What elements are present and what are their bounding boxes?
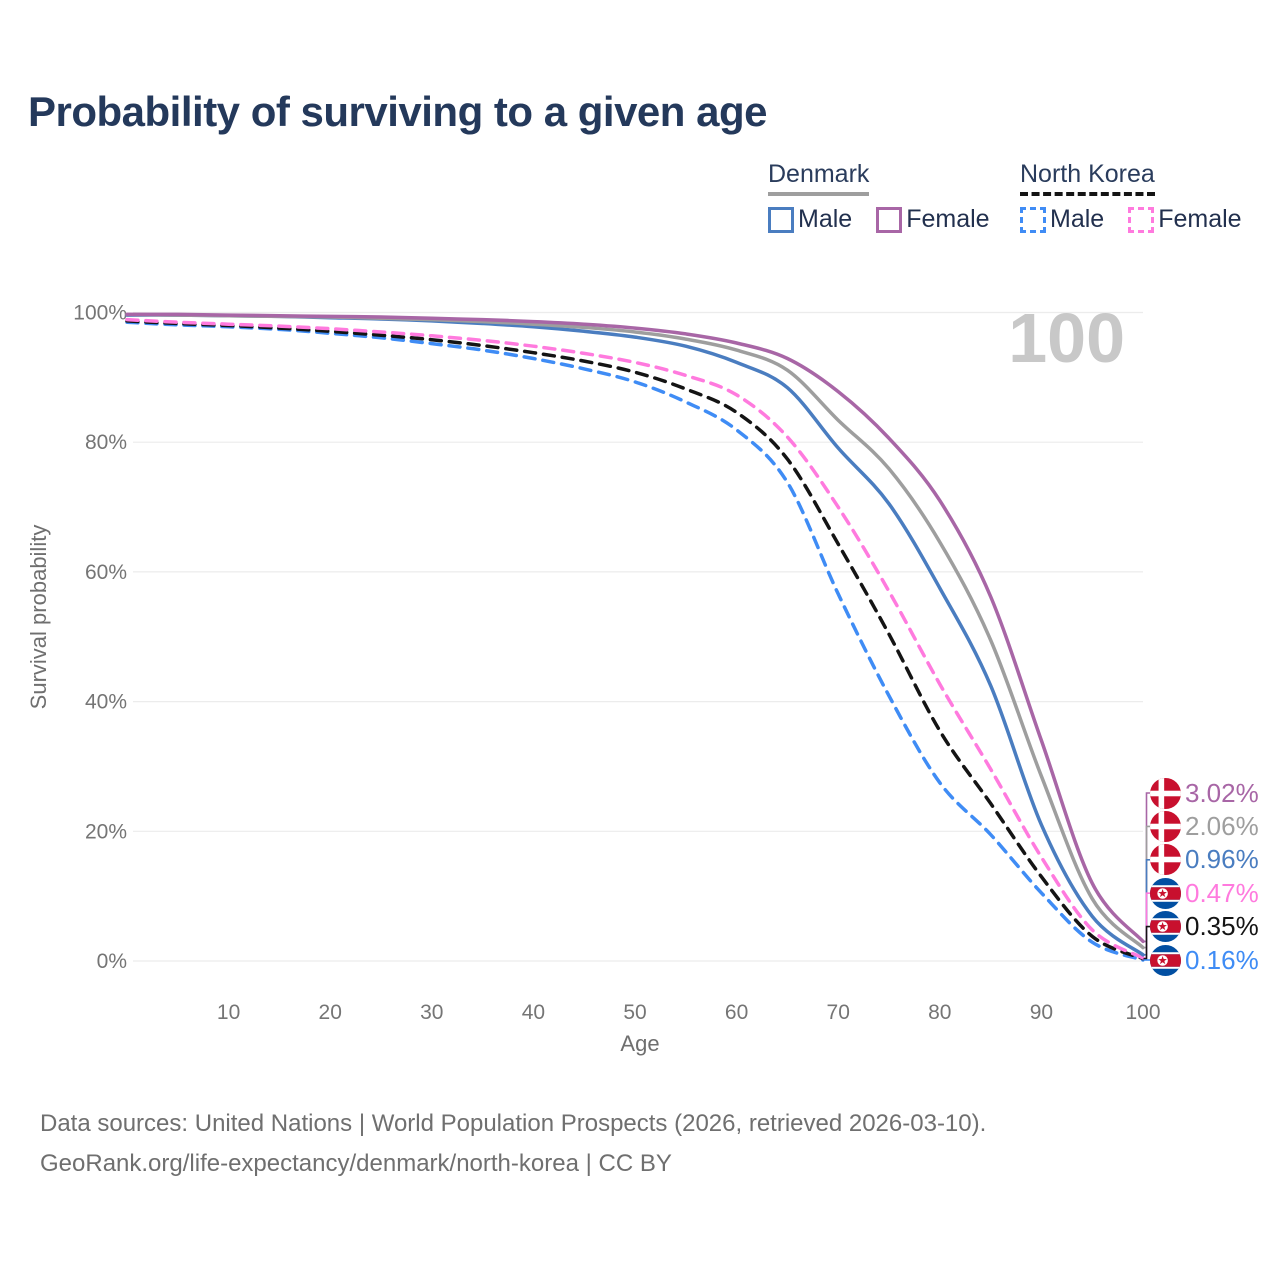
legend-item-denmark-male[interactable]: Male bbox=[768, 205, 852, 234]
page-title: Probability of surviving to a given age bbox=[28, 88, 767, 135]
end-label-value: 0.96% bbox=[1185, 844, 1259, 875]
y-tick-0: 0% bbox=[97, 950, 127, 973]
legend-swatch-female bbox=[876, 206, 903, 233]
hover-age-watermark: 100 bbox=[1008, 299, 1125, 377]
north-korea-flag-icon bbox=[1150, 944, 1181, 976]
denmark-flag-icon bbox=[1150, 844, 1181, 876]
legend-item-denmark-female[interactable]: Female bbox=[876, 205, 990, 234]
x-tick-40: 40 bbox=[522, 1001, 545, 1024]
end-label-value: 0.35% bbox=[1185, 911, 1259, 942]
end-label-connectors bbox=[1143, 792, 1151, 961]
legend-country-denmark[interactable]: Denmark bbox=[768, 160, 870, 196]
x-axis-title: Age bbox=[620, 1031, 659, 1056]
north-korea-flag-icon bbox=[1150, 877, 1181, 909]
end-label-value: 2.06% bbox=[1185, 810, 1259, 841]
legend-item-label: Male bbox=[798, 205, 853, 233]
x-tick-70: 70 bbox=[827, 1001, 850, 1024]
curve-denmark-female[interactable] bbox=[125, 312, 1145, 944]
legend-group-north-korea: North Korea Male Female bbox=[1020, 160, 1242, 234]
denmark-flag-icon bbox=[1150, 810, 1181, 842]
end-label-denmark-male: 0.96% bbox=[1150, 844, 1259, 876]
x-tick-30: 30 bbox=[420, 1001, 443, 1024]
gridlines bbox=[133, 311, 1143, 962]
y-axis-tick-labels: 0% 20% 40% 60% 80% 100% bbox=[73, 302, 127, 974]
y-tick-60: 60% bbox=[85, 561, 127, 584]
x-tick-100: 100 bbox=[1125, 1001, 1160, 1024]
legend-items: Male Female bbox=[768, 205, 990, 234]
survival-curves bbox=[125, 312, 1145, 962]
legend-swatch-female bbox=[1128, 206, 1155, 233]
x-tick-80: 80 bbox=[928, 1001, 951, 1024]
end-label-north-korea-both-sexes: 0.35% bbox=[1150, 911, 1259, 943]
legend-item-north-korea-male[interactable]: Male bbox=[1020, 205, 1104, 234]
y-tick-20: 20% bbox=[85, 820, 127, 843]
x-tick-10: 10 bbox=[217, 1001, 240, 1024]
data-sources-note: Data sources: United Nations | World Pop… bbox=[40, 1110, 987, 1137]
curve-north-korea-female[interactable] bbox=[125, 317, 1145, 960]
end-label-value: 0.47% bbox=[1185, 877, 1259, 908]
x-tick-20: 20 bbox=[319, 1001, 342, 1024]
legend-group-denmark: Denmark Male Female bbox=[768, 160, 990, 234]
north-korea-flag-icon bbox=[1150, 911, 1181, 943]
y-tick-100: 100% bbox=[73, 302, 127, 325]
attribution-note: GeoRank.org/life-expectancy/denmark/nort… bbox=[40, 1150, 672, 1177]
curve-north-korea-both-sexes[interactable] bbox=[125, 319, 1145, 961]
legend-item-label: Male bbox=[1050, 205, 1105, 233]
end-label-denmark-both-sexes: 2.06% bbox=[1150, 810, 1259, 842]
legend-swatch-male bbox=[768, 206, 794, 233]
legend-items: Male Female bbox=[1020, 205, 1242, 234]
end-label-denmark-female: 3.02% bbox=[1150, 777, 1259, 809]
legend-swatch-male bbox=[1020, 206, 1046, 233]
end-label-value: 3.02% bbox=[1185, 777, 1259, 808]
curve-denmark-both-sexes[interactable] bbox=[125, 312, 1145, 950]
legend-item-label: Female bbox=[906, 205, 990, 233]
connector-north-korea-both-sexes bbox=[1143, 925, 1151, 960]
end-label-north-korea-male: 0.16% bbox=[1150, 944, 1259, 976]
y-axis-title: Survival probability bbox=[26, 525, 51, 710]
denmark-flag-icon bbox=[1150, 777, 1181, 809]
y-tick-40: 40% bbox=[85, 691, 127, 714]
x-axis-tick-labels: 10 20 30 40 50 60 70 80 90 100 bbox=[217, 1001, 1161, 1024]
x-tick-50: 50 bbox=[623, 1001, 646, 1024]
legend-item-label: Female bbox=[1158, 205, 1242, 233]
legend-item-north-korea-female[interactable]: Female bbox=[1128, 205, 1242, 234]
end-label-north-korea-female: 0.47% bbox=[1150, 877, 1259, 909]
curve-denmark-male[interactable] bbox=[125, 313, 1145, 957]
y-tick-80: 80% bbox=[85, 431, 127, 454]
end-label-value: 0.16% bbox=[1185, 944, 1259, 975]
x-tick-90: 90 bbox=[1030, 1001, 1053, 1024]
legend-country-north-korea[interactable]: North Korea bbox=[1020, 160, 1155, 196]
x-tick-60: 60 bbox=[725, 1001, 748, 1024]
